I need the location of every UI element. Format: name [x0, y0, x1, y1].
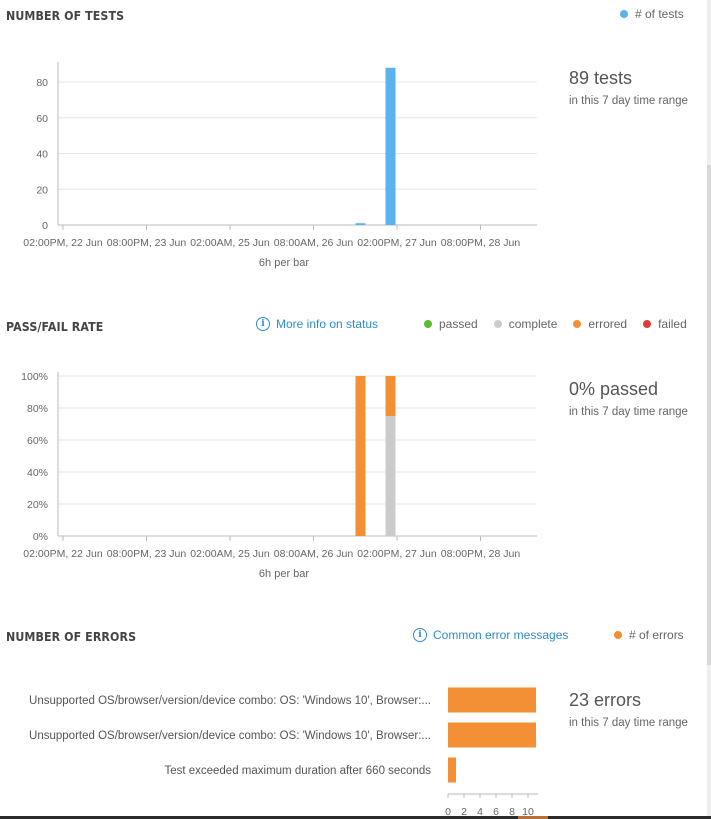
x-tick-label: 2 [461, 806, 467, 818]
error-bar [448, 757, 456, 783]
y-tick-label: 0 [42, 220, 48, 232]
x-tick-label: 0 [445, 806, 451, 818]
tests-section-title: NUMBER OF TESTS [6, 9, 125, 23]
tests-bar [355, 223, 366, 225]
y-tick-label: 60% [27, 435, 48, 447]
y-tick-label: 60 [36, 113, 48, 125]
legend-item-failed: failed [643, 317, 687, 331]
errored-bar-segment [355, 376, 366, 536]
y-tick-label: 20 [36, 184, 48, 196]
errored-dot [573, 320, 582, 328]
y-tick-label: 80% [27, 403, 48, 415]
y-tick-label: 80 [36, 77, 48, 89]
x-tick-label: 08:00AM, 26 Jun [274, 237, 354, 249]
x-tick-label: 02:00PM, 22 Jun [23, 548, 103, 560]
complete-bar-segment [385, 416, 396, 536]
tests-summary-subtitle: in this 7 day time range [569, 95, 688, 107]
x-tick-label: 02:00PM, 22 Jun [23, 237, 103, 249]
x-axis-label: 6h per bar [259, 257, 309, 269]
x-tick-label: 02:00AM, 25 Jun [190, 548, 270, 560]
x-tick-label: 08:00PM, 23 Jun [107, 548, 187, 560]
errors-legend: # of errors [614, 628, 684, 642]
x-tick-label: 8 [509, 806, 515, 818]
legend-label-complete: complete [508, 317, 558, 331]
x-tick-label: 02:00AM, 25 Jun [190, 237, 270, 249]
scrollbar-thumb[interactable] [707, 165, 711, 665]
passed-dot [424, 320, 432, 328]
errors-info-link[interactable]: i Common error messages [413, 628, 568, 642]
passfail-chart: 0% 20% 40% 60% 80% 100% 02:00PM, 22 Jun 08:00PM… [21, 371, 537, 580]
passfail-info-link-label: More info on status [276, 317, 379, 331]
error-category-label: Unsupported OS/browser/version/device co… [29, 730, 431, 742]
x-tick-label: 08:00AM, 26 Jun [274, 548, 354, 560]
x-axis-label: 6h per bar [259, 568, 309, 580]
error-category-label: Unsupported OS/browser/version/device co… [29, 695, 431, 707]
legend-item-complete: complete [493, 317, 558, 331]
legend-item-errored: errored [573, 317, 627, 331]
passfail-section-title: PASS/FAIL RATE [6, 320, 104, 334]
passfail-legend: passed complete errored failed [408, 317, 687, 331]
y-tick-label: 20% [27, 499, 48, 511]
complete-dot [493, 320, 502, 328]
x-tick-label: 10 [522, 806, 534, 818]
passfail-info-link[interactable]: i More info on status [256, 317, 378, 331]
y-tick-label: 40% [27, 467, 48, 479]
x-tick-label: 08:00PM, 28 Jun [441, 237, 521, 249]
errors-summary-subtitle: in this 7 day time range [569, 717, 688, 729]
errors-legend-dot [614, 631, 622, 639]
errors-info-link-label: Common error messages [433, 628, 569, 642]
legend-label-failed: failed [658, 317, 687, 331]
bottom-edge-accent [518, 816, 548, 819]
errors-summary-value: 23 errors [569, 690, 642, 710]
x-tick-label: 02:00PM, 27 Jun [357, 548, 437, 560]
errors-legend-label: # of errors [629, 628, 684, 642]
errors-section-title: NUMBER OF ERRORS [6, 630, 137, 644]
x-tick-label: 6 [493, 806, 499, 818]
tests-legend-label: # of tests [635, 7, 684, 21]
bottom-edge-bar [0, 816, 711, 819]
legend-label-errored: errored [588, 317, 628, 331]
x-tick-label: 08:00PM, 23 Jun [107, 237, 187, 249]
legend-item-passed: passed [424, 317, 478, 331]
x-tick-label: 08:00PM, 28 Jun [441, 548, 521, 560]
x-tick-label: 02:00PM, 27 Jun [357, 237, 437, 249]
tests-legend: # of tests [620, 7, 684, 21]
tests-summary-value: 89 tests [569, 68, 633, 88]
y-tick-label: 40 [36, 149, 48, 161]
error-bar [448, 722, 536, 748]
passfail-summary-subtitle: in this 7 day time range [569, 406, 688, 418]
error-bar [448, 687, 536, 713]
error-category-label: Test exceeded maximum duration after 660… [164, 765, 431, 777]
info-icon: i [413, 628, 427, 642]
failed-dot [643, 320, 652, 328]
x-tick-label: 4 [477, 806, 483, 818]
tests-bar [385, 67, 396, 225]
y-tick-label: 100% [21, 371, 48, 383]
tests-legend-dot [620, 10, 628, 18]
errors-chart: Unsupported OS/browser/version/device co… [29, 687, 538, 818]
errored-bar-segment [385, 376, 396, 416]
passfail-summary-value: 0% passed [569, 379, 659, 399]
legend-label-passed: passed [439, 317, 478, 331]
y-tick-label: 0% [33, 531, 48, 543]
info-icon: i [256, 317, 270, 331]
